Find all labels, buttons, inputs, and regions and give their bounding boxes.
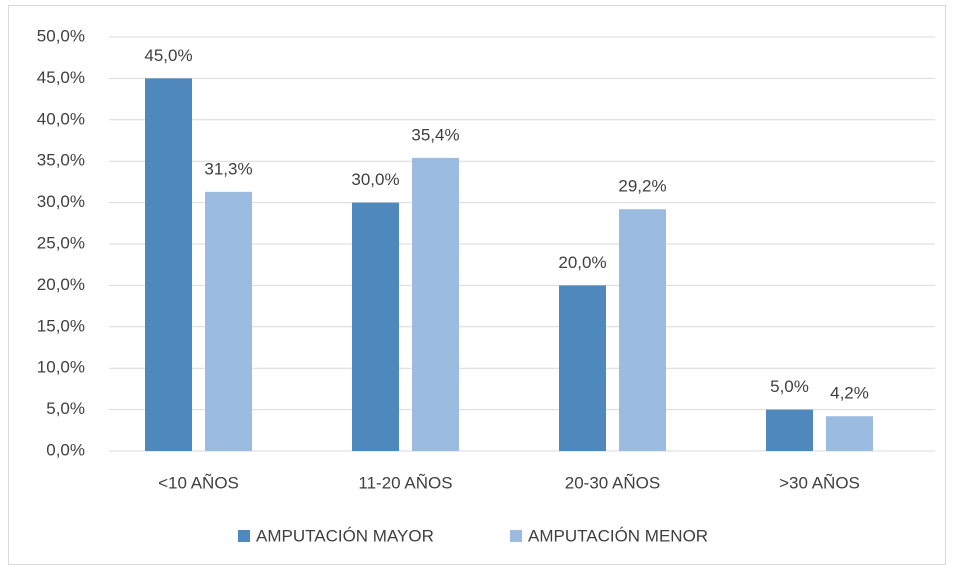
legend-swatch [510, 530, 522, 542]
y-tick-label: 30,0% [37, 192, 85, 211]
y-tick-label: 50,0% [37, 26, 85, 45]
y-tick-label: 25,0% [37, 233, 85, 252]
data-label: 5,0% [770, 377, 809, 396]
legend-swatch [238, 530, 250, 542]
y-tick-label: 40,0% [37, 109, 85, 128]
bar [205, 191, 252, 451]
y-tick-label: 45,0% [37, 68, 85, 87]
y-tick-label: 10,0% [37, 358, 85, 377]
bar [619, 209, 666, 451]
x-tick-label: <10 AÑOS [158, 473, 239, 492]
bar [412, 157, 459, 451]
legend-label: AMPUTACIÓN MAYOR [256, 526, 434, 545]
bar [766, 409, 813, 451]
x-tick-label: 20-30 AÑOS [565, 473, 660, 492]
x-tick-label: 11-20 AÑOS [358, 473, 452, 492]
bar [352, 202, 399, 451]
data-label: 31,3% [204, 159, 252, 178]
data-label: 29,2% [618, 177, 666, 196]
y-tick-label: 20,0% [37, 275, 85, 294]
y-tick-label: 5,0% [46, 399, 85, 418]
bar [559, 285, 606, 451]
data-label: 35,4% [411, 125, 459, 144]
legend-label: AMPUTACIÓN MENOR [528, 526, 708, 545]
y-tick-label: 15,0% [37, 316, 85, 335]
y-tick-label: 0,0% [46, 440, 85, 459]
data-label: 30,0% [351, 170, 399, 189]
y-tick-label: 35,0% [37, 151, 85, 170]
bar [145, 78, 192, 452]
bar [826, 416, 873, 451]
x-tick-label: >30 AÑOS [779, 473, 860, 492]
data-label: 4,2% [830, 384, 869, 403]
data-label: 45,0% [144, 46, 192, 65]
data-label: 20,0% [558, 253, 606, 272]
